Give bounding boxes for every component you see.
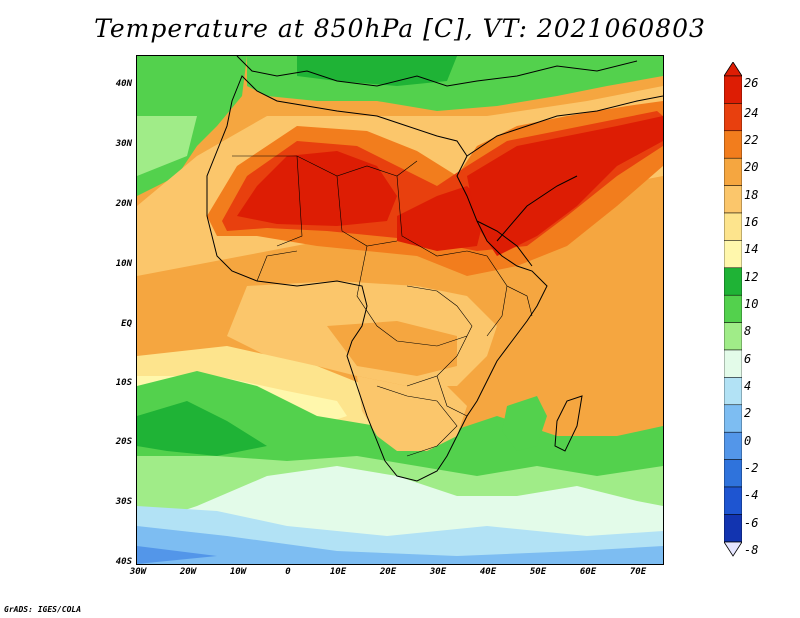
colorbar-label-10: 10 <box>744 297 759 311</box>
colorbar-swatch-13 <box>724 431 742 460</box>
lat-label-10s: 10S <box>115 378 132 388</box>
colorbar-label-2: 2 <box>744 406 752 420</box>
colorbar-label-neg8: -8 <box>744 543 759 557</box>
colorbar-swatch-6 <box>724 240 742 269</box>
colorbar-swatch-10 <box>724 349 742 378</box>
north-atlantic-mild-zone <box>137 116 197 176</box>
lon-label-50e: 50E <box>529 567 547 577</box>
lat-label-20s: 20S <box>115 437 132 447</box>
colorbar-label-neg6: -6 <box>744 516 759 530</box>
colorbar-bottom-arrow <box>724 541 742 557</box>
lon-label-40e: 40E <box>479 567 497 577</box>
lat-label-30s: 30S <box>115 497 132 507</box>
lat-label-20n: 20N <box>115 199 132 209</box>
lat-label-40n: 40N <box>115 79 132 89</box>
lon-label-30w: 30W <box>129 567 147 577</box>
colorbar-swatch-9 <box>724 322 742 351</box>
colorbar-swatch-12 <box>724 404 742 433</box>
colorbar-label-14: 14 <box>744 242 759 256</box>
colorbar-swatch-1 <box>724 103 742 132</box>
colorbar-swatch-0 <box>724 75 742 104</box>
madagascar-green-zone <box>502 396 547 451</box>
grads-credit: GrADS: IGES/COLA <box>4 605 82 614</box>
country-borders <box>232 155 533 457</box>
colorbar-swatch-16 <box>724 514 742 543</box>
lat-label-30n: 30N <box>115 139 132 149</box>
colorbar-swatch-15 <box>724 486 742 515</box>
colorbar-swatch-11 <box>724 377 742 406</box>
colorbar-label-4: 4 <box>744 379 752 393</box>
colorbar-swatch-5 <box>724 212 742 241</box>
colorbar-label-neg4: -4 <box>744 488 759 502</box>
colorbar-swatch-7 <box>724 267 742 296</box>
lon-label-10e: 10E <box>329 567 347 577</box>
colorbar-label-26: 26 <box>744 76 759 90</box>
temperature-map <box>136 55 664 565</box>
lon-label-20e: 20E <box>379 567 397 577</box>
colorbar-top-arrow <box>724 62 742 77</box>
arabia-hottest-zone <box>467 116 663 256</box>
map-title: Temperature at 850hPa [C], VT: 202106080… <box>94 14 706 43</box>
colorbar-swatch-8 <box>724 294 742 323</box>
lon-label-60e: 60E <box>579 567 597 577</box>
southern-blue-zone <box>137 526 663 564</box>
colorbar-label-18: 18 <box>744 188 759 202</box>
central-sahara-hottest-zone <box>397 186 487 251</box>
temperature-field <box>137 56 663 564</box>
colorbar-label-6: 6 <box>744 352 752 366</box>
southern-africa-warm-zone <box>357 376 467 451</box>
colorbar-label-16: 16 <box>744 215 759 229</box>
colorbar-label-0: 0 <box>744 434 752 448</box>
west-sahara-hottest-zone <box>237 151 397 226</box>
colorbar-swatch-2 <box>724 130 742 159</box>
lon-label-10w: 10W <box>229 567 247 577</box>
coastlines <box>206 56 663 482</box>
east-africa-warm-zone <box>477 206 663 376</box>
colorbar-label-22: 22 <box>744 133 759 147</box>
lon-label-0: 0 <box>285 567 291 577</box>
colorbar-label-24: 24 <box>744 106 759 120</box>
colorbar <box>724 62 742 557</box>
colorbar-label-20: 20 <box>744 160 759 174</box>
lat-label-40s: 40S <box>115 557 132 567</box>
lat-label-eq: EQ <box>121 319 132 329</box>
far-south-blue-zone <box>137 546 217 564</box>
colorbar-swatch-3 <box>724 157 742 186</box>
lon-label-20w: 20W <box>179 567 197 577</box>
colorbar-label-8: 8 <box>744 324 752 338</box>
colorbar-swatch-14 <box>724 459 742 488</box>
congo-warm-zone <box>327 321 457 376</box>
colorbar-label-12: 12 <box>744 270 759 284</box>
lon-label-70e: 70E <box>629 567 647 577</box>
lon-label-30e: 30E <box>429 567 447 577</box>
lat-label-10n: 10N <box>115 259 132 269</box>
europe-green-zone <box>297 56 457 86</box>
colorbar-swatch-4 <box>724 185 742 214</box>
colorbar-label-neg2: -2 <box>744 461 759 475</box>
south-atlantic-green-zone <box>137 401 267 456</box>
